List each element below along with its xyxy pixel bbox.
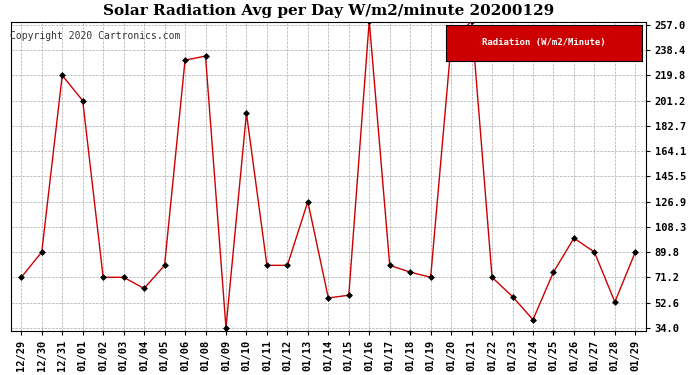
Title: Solar Radiation Avg per Day W/m2/minute 20200129: Solar Radiation Avg per Day W/m2/minute … bbox=[103, 4, 554, 18]
Text: Copyright 2020 Cartronics.com: Copyright 2020 Cartronics.com bbox=[10, 32, 181, 41]
